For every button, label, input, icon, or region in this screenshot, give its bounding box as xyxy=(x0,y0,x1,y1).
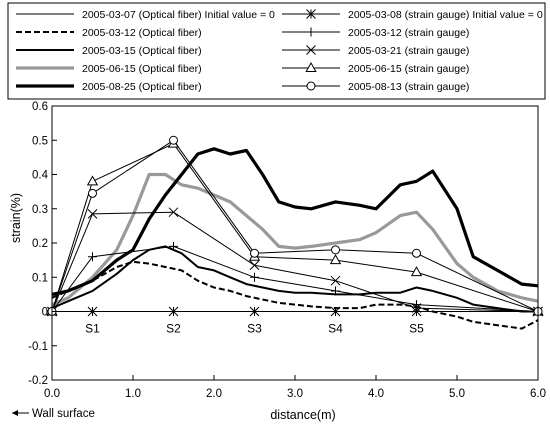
y-axis-title: strain(%) xyxy=(9,193,23,243)
series-line xyxy=(51,147,539,296)
y-axis: -0.2 -0.1 0 0.1 0.2 0.3 0.4 0.5 0.6 xyxy=(28,101,57,387)
y-tick-label: 0.2 xyxy=(32,238,48,250)
data-point-circle xyxy=(250,248,259,258)
legend-label: 2005-03-15 (Optical fiber) xyxy=(82,45,202,57)
left-arrow-head-icon xyxy=(12,410,18,416)
series-line xyxy=(51,260,539,330)
legend-label: 2005-08-25 (Optical fiber) xyxy=(82,81,202,93)
y-tick-label: 0.3 xyxy=(32,204,48,216)
series-2 xyxy=(51,260,539,330)
legend-label: 2005-06-15 (Optical fiber) xyxy=(82,63,202,75)
x-tick-label: 6.0 xyxy=(530,388,546,400)
series-3 xyxy=(51,245,538,313)
legend-item: 2005-08-13 (strain gauge) xyxy=(282,81,469,93)
sensor-label: S5 xyxy=(409,322,424,336)
legend-item: 2005-08-25 (Optical fiber) xyxy=(16,81,202,93)
data-point-asterisk xyxy=(330,306,341,317)
x-tick-label: 0.0 xyxy=(44,388,60,400)
legend-item: 2005-03-15 (Optical fiber) xyxy=(16,45,202,57)
data-point-triangle xyxy=(329,254,342,265)
x-axis: 0.0 1.0 2.0 3.0 4.0 5.0 6.0 xyxy=(44,375,546,400)
data-point-plus xyxy=(169,241,178,251)
data-point-circle xyxy=(88,188,97,198)
y-tick-label: -0.1 xyxy=(28,341,48,353)
data-point-asterisk xyxy=(87,306,98,317)
series-line xyxy=(51,143,539,312)
x-axis-title: distance(m) xyxy=(270,408,335,422)
y-tick-label: -0.2 xyxy=(28,375,48,387)
sensor-labels: S1 S2 S3 S4 S5 xyxy=(85,322,424,336)
series-line xyxy=(51,245,538,313)
data-point-x xyxy=(411,303,422,313)
series-4 xyxy=(51,172,539,307)
legend-item: 2005-03-12 (Optical fiber) xyxy=(16,27,202,39)
data-point-x xyxy=(168,207,179,218)
series-9 xyxy=(46,137,544,316)
sensor-label: S1 xyxy=(85,322,100,336)
data-point-plus xyxy=(250,272,259,282)
x-tick-label: 5.0 xyxy=(449,388,465,400)
data-point-x xyxy=(87,209,98,219)
data-point-circle xyxy=(412,248,421,258)
sensor-label: S2 xyxy=(166,322,181,336)
data-point-plus xyxy=(88,252,97,262)
legend-label: 2005-08-13 (strain gauge) xyxy=(348,81,469,93)
legend-item: 2005-06-15 (Optical fiber) xyxy=(16,63,202,75)
series-5 xyxy=(51,147,539,296)
legend-box: 2005-03-07 (Optical fiber) Initial value… xyxy=(7,2,546,100)
legend-label: 2005-03-21 (strain gauge) xyxy=(348,45,469,57)
legend-marker-asterisk xyxy=(306,9,316,19)
y-tick-label: 0.5 xyxy=(32,135,48,147)
y-tick-label: 0.6 xyxy=(32,101,48,113)
wall-surface-annotation: Wall surface xyxy=(12,408,95,420)
data-point-plus xyxy=(331,286,340,296)
series-line xyxy=(51,211,539,312)
plot-area: -0.2 -0.1 0 0.1 0.2 0.3 0.4 0.5 0.6 0.0 1.0 2.0 3.0… xyxy=(28,101,546,400)
legend-marker-x xyxy=(306,45,316,55)
legend-label: 2005-03-07 (Optical fiber) Initial value… xyxy=(82,9,275,21)
x-tick-label: 4.0 xyxy=(368,388,384,400)
data-point-circle xyxy=(169,135,178,145)
legend-marker-plus xyxy=(306,27,316,37)
wall-surface-label: Wall surface xyxy=(32,408,95,420)
series-line xyxy=(51,172,539,307)
x-tick-label: 2.0 xyxy=(206,388,222,400)
series-7 xyxy=(47,241,543,316)
series-6 xyxy=(47,306,543,317)
x-tick-label: 3.0 xyxy=(287,388,303,400)
data-point-circle xyxy=(331,245,340,255)
legend-label: 2005-03-12 (strain gauge) xyxy=(348,27,469,39)
data-point-asterisk xyxy=(168,306,179,317)
plot-frame xyxy=(51,105,539,381)
data-point-x xyxy=(249,260,260,271)
data-point-triangle xyxy=(86,175,99,186)
series-8 xyxy=(47,207,543,317)
data-point-x xyxy=(330,275,341,286)
legend-marker-circle xyxy=(306,81,316,91)
data-point-triangle xyxy=(410,266,423,277)
legend-marker-triangle xyxy=(305,61,317,72)
x-tick-label: 1.0 xyxy=(125,388,141,400)
sensor-label: S3 xyxy=(247,322,262,336)
legend-label: 2005-06-15 (strain gauge) xyxy=(348,63,469,75)
legend-label: 2005-03-12 (Optical fiber) xyxy=(82,27,202,39)
data-point-asterisk xyxy=(249,306,260,317)
legend-item: 2005-03-08 (strain gauge) Initial value … xyxy=(282,9,543,21)
sensor-label: S4 xyxy=(328,322,343,336)
legend-item: 2005-03-07 (Optical fiber) Initial value… xyxy=(16,9,275,21)
y-tick-label: 0 xyxy=(42,307,48,319)
legend-item: 2005-03-12 (strain gauge) xyxy=(282,27,469,39)
legend-item: 2005-03-21 (strain gauge) xyxy=(282,45,469,57)
y-tick-label: 0.1 xyxy=(32,272,48,284)
legend-label: 2005-03-08 (strain gauge) Initial value … xyxy=(348,9,543,21)
legend-item: 2005-06-15 (strain gauge) xyxy=(282,61,469,75)
y-tick-label: 0.4 xyxy=(32,170,49,182)
